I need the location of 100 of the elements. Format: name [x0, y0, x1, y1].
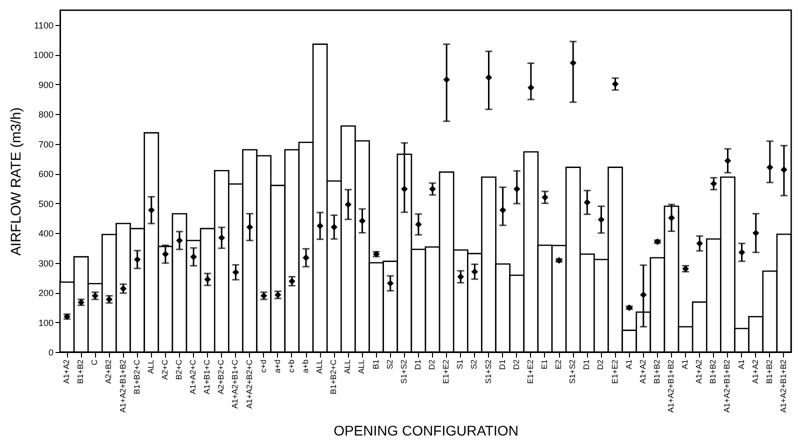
x-tick-label: A2+C	[160, 359, 170, 380]
x-tick-label: A2+B2+C	[216, 359, 226, 394]
x-tick-label: A1+A2+B2+C	[244, 359, 254, 409]
y-tick-label: 1100	[34, 20, 54, 30]
point	[358, 217, 366, 224]
point	[204, 276, 211, 283]
point	[246, 224, 254, 230]
point	[598, 216, 605, 224]
x-tick-label: B1+B2	[764, 358, 774, 384]
x-tick-label: S1+S2	[484, 358, 493, 384]
point	[148, 206, 155, 214]
x-tick-label: S2	[470, 358, 479, 370]
point	[696, 240, 703, 247]
x-tick-label: E1+E2	[526, 358, 535, 384]
x-tick-label: A1	[736, 358, 746, 370]
point	[190, 253, 197, 260]
point	[316, 222, 324, 230]
y-tick-label: 0	[48, 348, 54, 358]
y-tick-label: 800	[38, 110, 54, 120]
point	[514, 186, 520, 192]
y-tick-label: 500	[38, 198, 54, 209]
point	[528, 84, 534, 91]
point	[584, 199, 591, 206]
point	[443, 76, 450, 83]
x-tick-label: D2	[428, 358, 437, 370]
x-tick-label: c+b	[286, 358, 296, 373]
point	[401, 186, 408, 192]
point	[738, 249, 746, 256]
x-tick-label: A1+B1+C	[202, 359, 212, 394]
x-tick-label: A1+A2+B1+B2	[722, 358, 732, 413]
x-tick-label: B1+B2+C	[132, 359, 142, 394]
point	[387, 280, 394, 287]
point	[668, 214, 675, 222]
x-axis-title: OPENING CONFIGURATION	[334, 422, 518, 439]
x-tick-label: A2+B2	[104, 358, 114, 384]
x-tick-label: D2	[512, 358, 521, 370]
y-tick-label: 700	[38, 139, 54, 150]
y-tick-label: 400	[38, 228, 54, 239]
point	[766, 164, 774, 171]
x-tick-label: A1+A2	[694, 358, 704, 384]
point	[752, 230, 760, 236]
point	[218, 234, 226, 242]
x-tick-label: A1+A2+C	[188, 359, 198, 394]
x-tick-label: B1+B2	[652, 358, 662, 384]
x-tick-label: C	[90, 359, 100, 366]
x-tick-label: D1	[413, 358, 422, 370]
x-tick-label: E1+E2	[442, 358, 451, 384]
y-axis-title: AIRFLOW RATE (m3/h)	[7, 107, 24, 256]
x-tick-label: ALL	[357, 358, 366, 374]
point	[780, 166, 788, 174]
x-tick-label: A1	[680, 358, 690, 370]
x-tick-label: B1+B2	[76, 358, 86, 384]
x-tick-label: a+b	[301, 358, 310, 374]
x-tick-label: ALL	[146, 358, 156, 374]
x-tick-label: A1+A2	[750, 358, 760, 384]
point	[499, 206, 506, 214]
x-tick-label: E2	[554, 358, 564, 370]
point	[302, 254, 310, 262]
point	[415, 221, 422, 228]
x-tick-label: A1+A2	[62, 358, 72, 384]
point	[542, 194, 548, 201]
point	[570, 60, 576, 66]
x-tick-label: A1+A2+B1+C	[230, 359, 240, 409]
point	[485, 74, 492, 81]
point	[232, 268, 240, 276]
point	[429, 186, 436, 192]
x-tick-label: A1	[624, 358, 634, 370]
point	[344, 201, 352, 208]
x-tick-label: S1+S2	[399, 358, 408, 384]
point	[640, 292, 647, 298]
y-tick-label: 100	[38, 318, 54, 328]
y-tick-label: 900	[38, 80, 54, 90]
x-tick-label: A1+A2+B1+B2	[778, 358, 788, 413]
x-tick-label: B1+B2	[708, 358, 718, 384]
x-tick-label: D2	[596, 358, 606, 370]
y-tick-label: 300	[38, 258, 54, 268]
point	[120, 285, 127, 292]
y-tick-label: 1000	[33, 50, 54, 60]
x-tick-label: S2	[385, 358, 394, 370]
x-tick-label: a+d	[272, 360, 282, 374]
point	[330, 224, 338, 230]
x-tick-label: S1	[456, 358, 465, 370]
point	[162, 250, 169, 258]
x-tick-label: c+d	[258, 360, 268, 373]
point	[612, 80, 619, 88]
x-tick-label: A1+A2	[638, 358, 648, 384]
x-tick-label: B2+C	[174, 359, 184, 380]
x-tick-label: S1+S2	[568, 358, 578, 384]
x-tick-label: B1+B2+C	[329, 359, 338, 394]
point	[471, 268, 478, 276]
x-tick-label: ALL	[343, 358, 352, 374]
point	[176, 237, 183, 244]
y-tick-label: 600	[38, 169, 54, 180]
x-tick-label: E1	[540, 358, 549, 370]
x-tick-label: ALL	[315, 358, 324, 374]
y-tick-label: 200	[38, 288, 54, 298]
point	[457, 273, 464, 280]
x-tick-label: A1+A2+B1+B2	[666, 358, 676, 413]
x-tick-label: E1+E2	[610, 358, 620, 384]
x-tick-label: D1	[498, 358, 507, 370]
